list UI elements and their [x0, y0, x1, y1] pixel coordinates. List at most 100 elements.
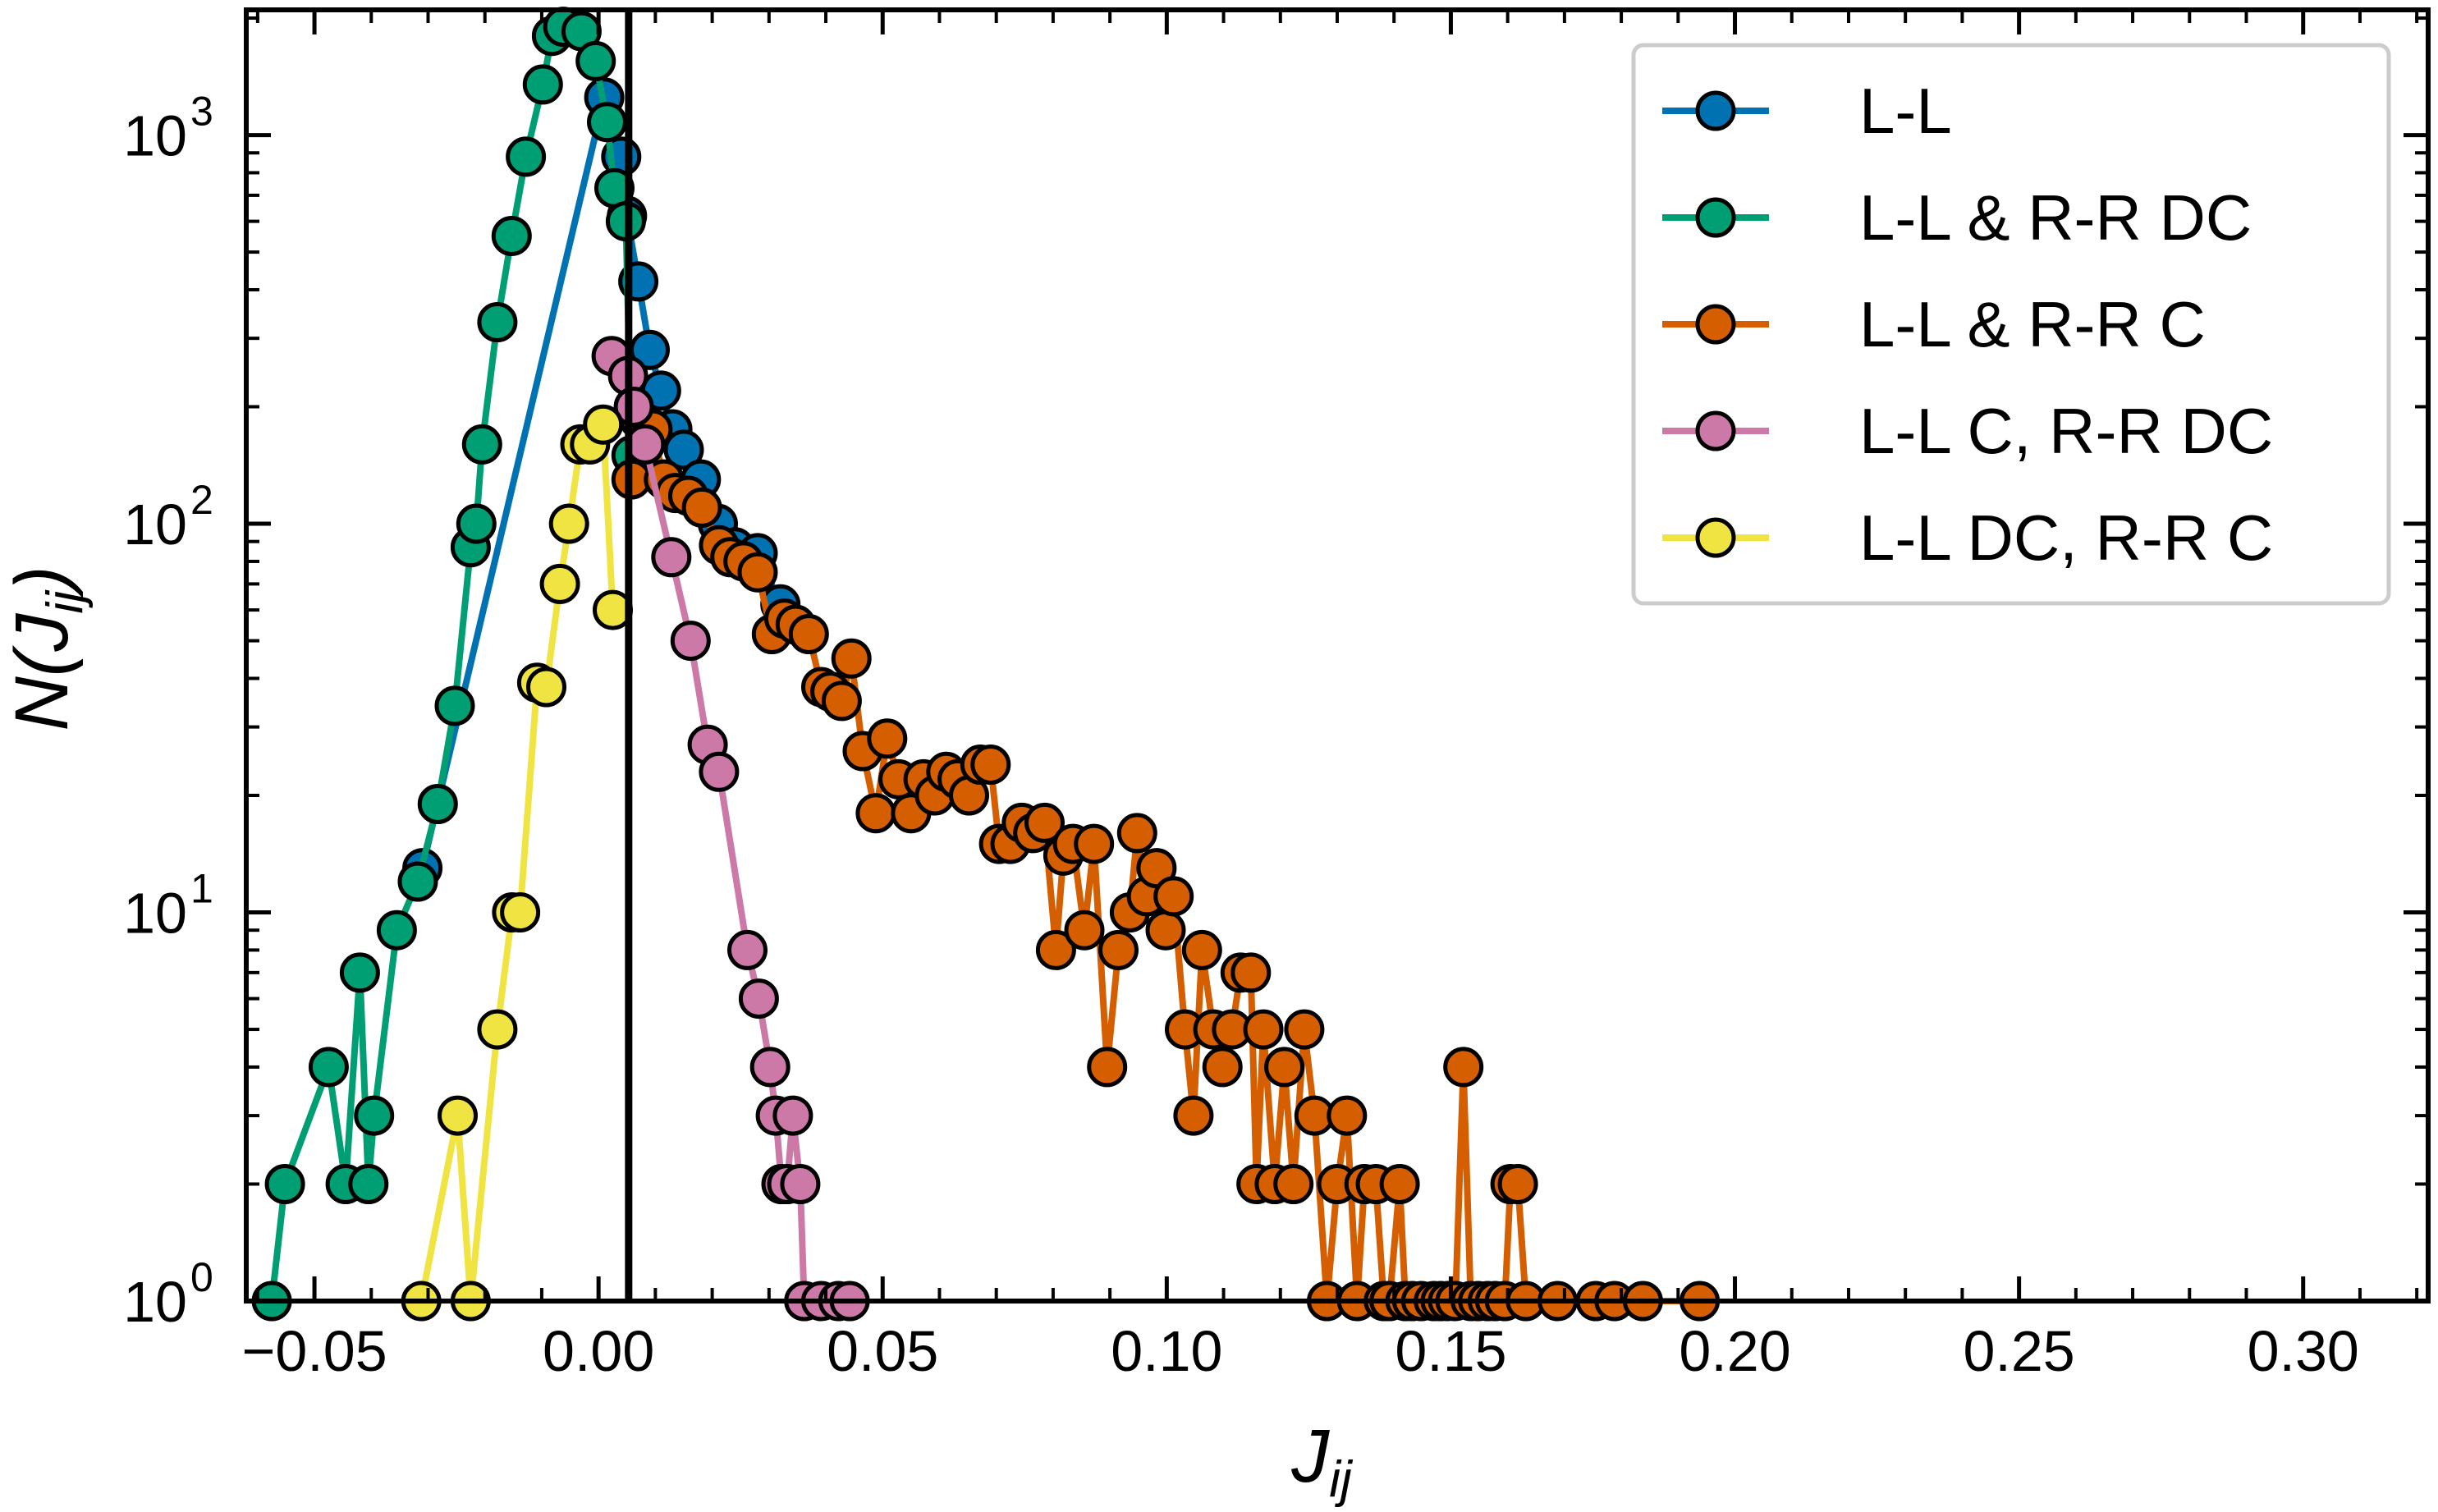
x-tick-label: 0.10: [1111, 1319, 1222, 1383]
data-point: [780, 1164, 821, 1204]
data-point: [727, 929, 768, 970]
data-point: [737, 552, 778, 593]
data-point: [461, 424, 502, 465]
x-tick-label: 0.25: [1964, 1319, 2075, 1383]
data-point: [1153, 876, 1194, 917]
data-point: [1443, 1047, 1484, 1088]
series-line: [609, 354, 850, 1304]
legend-label: L-L & R-R C: [1859, 288, 2206, 360]
data-point: [526, 667, 566, 708]
data-point: [1064, 909, 1105, 951]
legend-item: L-L & R-R DC: [1662, 181, 2252, 254]
data-point: [1098, 929, 1139, 970]
legend-marker: [1695, 197, 1736, 238]
data-point: [308, 1047, 349, 1088]
x-axis-title: Jij: [1290, 1414, 1354, 1508]
data-point: [613, 387, 654, 427]
plot-area: [251, 7, 1721, 1322]
data-point: [651, 537, 692, 578]
legend-item: L-L: [1662, 75, 1952, 147]
legend-marker: [1695, 517, 1736, 558]
y-tick-label: 10: [123, 882, 187, 946]
y-tick-exponent: 2: [190, 477, 213, 523]
y-tick-label: 10: [123, 493, 187, 557]
y-tick-exponent: 3: [190, 89, 213, 135]
data-point: [477, 302, 518, 342]
data-point: [738, 978, 779, 1019]
series-5: [401, 404, 633, 1322]
data-point: [583, 404, 624, 445]
data-point: [522, 64, 563, 105]
y-tick-label: 10: [123, 1270, 187, 1334]
data-point: [348, 1164, 389, 1204]
data-point: [1230, 952, 1272, 993]
data-point: [681, 487, 722, 528]
data-point: [438, 1095, 478, 1136]
data-point: [1173, 1095, 1214, 1136]
data-point: [831, 638, 872, 679]
legend: L-L L-L & R-R DC L-L & R-R C L-L C, R-R DC L…: [1631, 43, 2391, 606]
data-point: [625, 424, 666, 465]
data-point: [670, 621, 711, 662]
data-point: [477, 1009, 518, 1050]
data-point: [264, 1164, 305, 1204]
data-point: [1497, 1164, 1538, 1204]
y-axis-title: N(Jij): [0, 566, 94, 731]
data-point: [548, 503, 589, 544]
legend-label: L-L & R-R DC: [1859, 181, 2252, 254]
data-point: [663, 429, 704, 470]
data-point: [1202, 1047, 1243, 1088]
legend-label: L-L: [1859, 75, 1952, 147]
data-point: [575, 40, 616, 81]
y-tick-exponent: 0: [190, 1254, 213, 1300]
data-point: [1243, 1009, 1284, 1050]
data-point: [1181, 929, 1222, 970]
legend-item: L-L & R-R C: [1662, 288, 2206, 360]
data-point: [749, 1047, 791, 1088]
data-point: [539, 563, 580, 604]
data-point: [1284, 1009, 1325, 1050]
series-line: [418, 421, 616, 1304]
data-point: [500, 892, 541, 932]
data-point: [587, 102, 627, 143]
data-point: [1327, 1095, 1368, 1136]
data-point: [855, 793, 896, 834]
x-tick-label: 0.15: [1395, 1319, 1506, 1383]
data-point: [1379, 1164, 1420, 1204]
data-layer: [251, 7, 1721, 1322]
data-point: [456, 503, 497, 544]
data-point: [434, 685, 475, 726]
data-point: [1024, 802, 1065, 843]
x-tick-label: −0.05: [242, 1319, 387, 1383]
data-point: [1264, 1047, 1305, 1088]
x-tick-label: 0.30: [2248, 1319, 2359, 1383]
data-point: [417, 784, 458, 824]
data-point: [339, 952, 380, 993]
data-point: [1074, 823, 1115, 864]
data-point: [397, 861, 438, 902]
x-tick-label: 0.00: [543, 1319, 654, 1383]
data-point: [1116, 813, 1157, 854]
legend-item: L-L C, R-R DC: [1662, 395, 2273, 467]
data-point: [699, 751, 740, 792]
data-point: [772, 1095, 813, 1136]
legend-marker: [1695, 304, 1736, 345]
data-point: [970, 745, 1011, 785]
data-point: [788, 614, 829, 654]
data-point: [506, 136, 547, 177]
legend-label: L-L C, R-R DC: [1859, 395, 2273, 467]
data-point: [354, 1095, 395, 1136]
data-point: [1087, 1047, 1128, 1088]
legend-marker: [1695, 410, 1736, 451]
y-tick-exponent: 1: [190, 866, 213, 912]
data-point: [376, 909, 417, 951]
data-point: [1035, 929, 1076, 970]
data-point: [821, 680, 862, 722]
data-point: [867, 718, 908, 759]
data-point: [1273, 1164, 1314, 1204]
data-point: [491, 216, 532, 256]
x-tick-label: 0.20: [1679, 1319, 1790, 1383]
legend-marker: [1695, 90, 1736, 131]
